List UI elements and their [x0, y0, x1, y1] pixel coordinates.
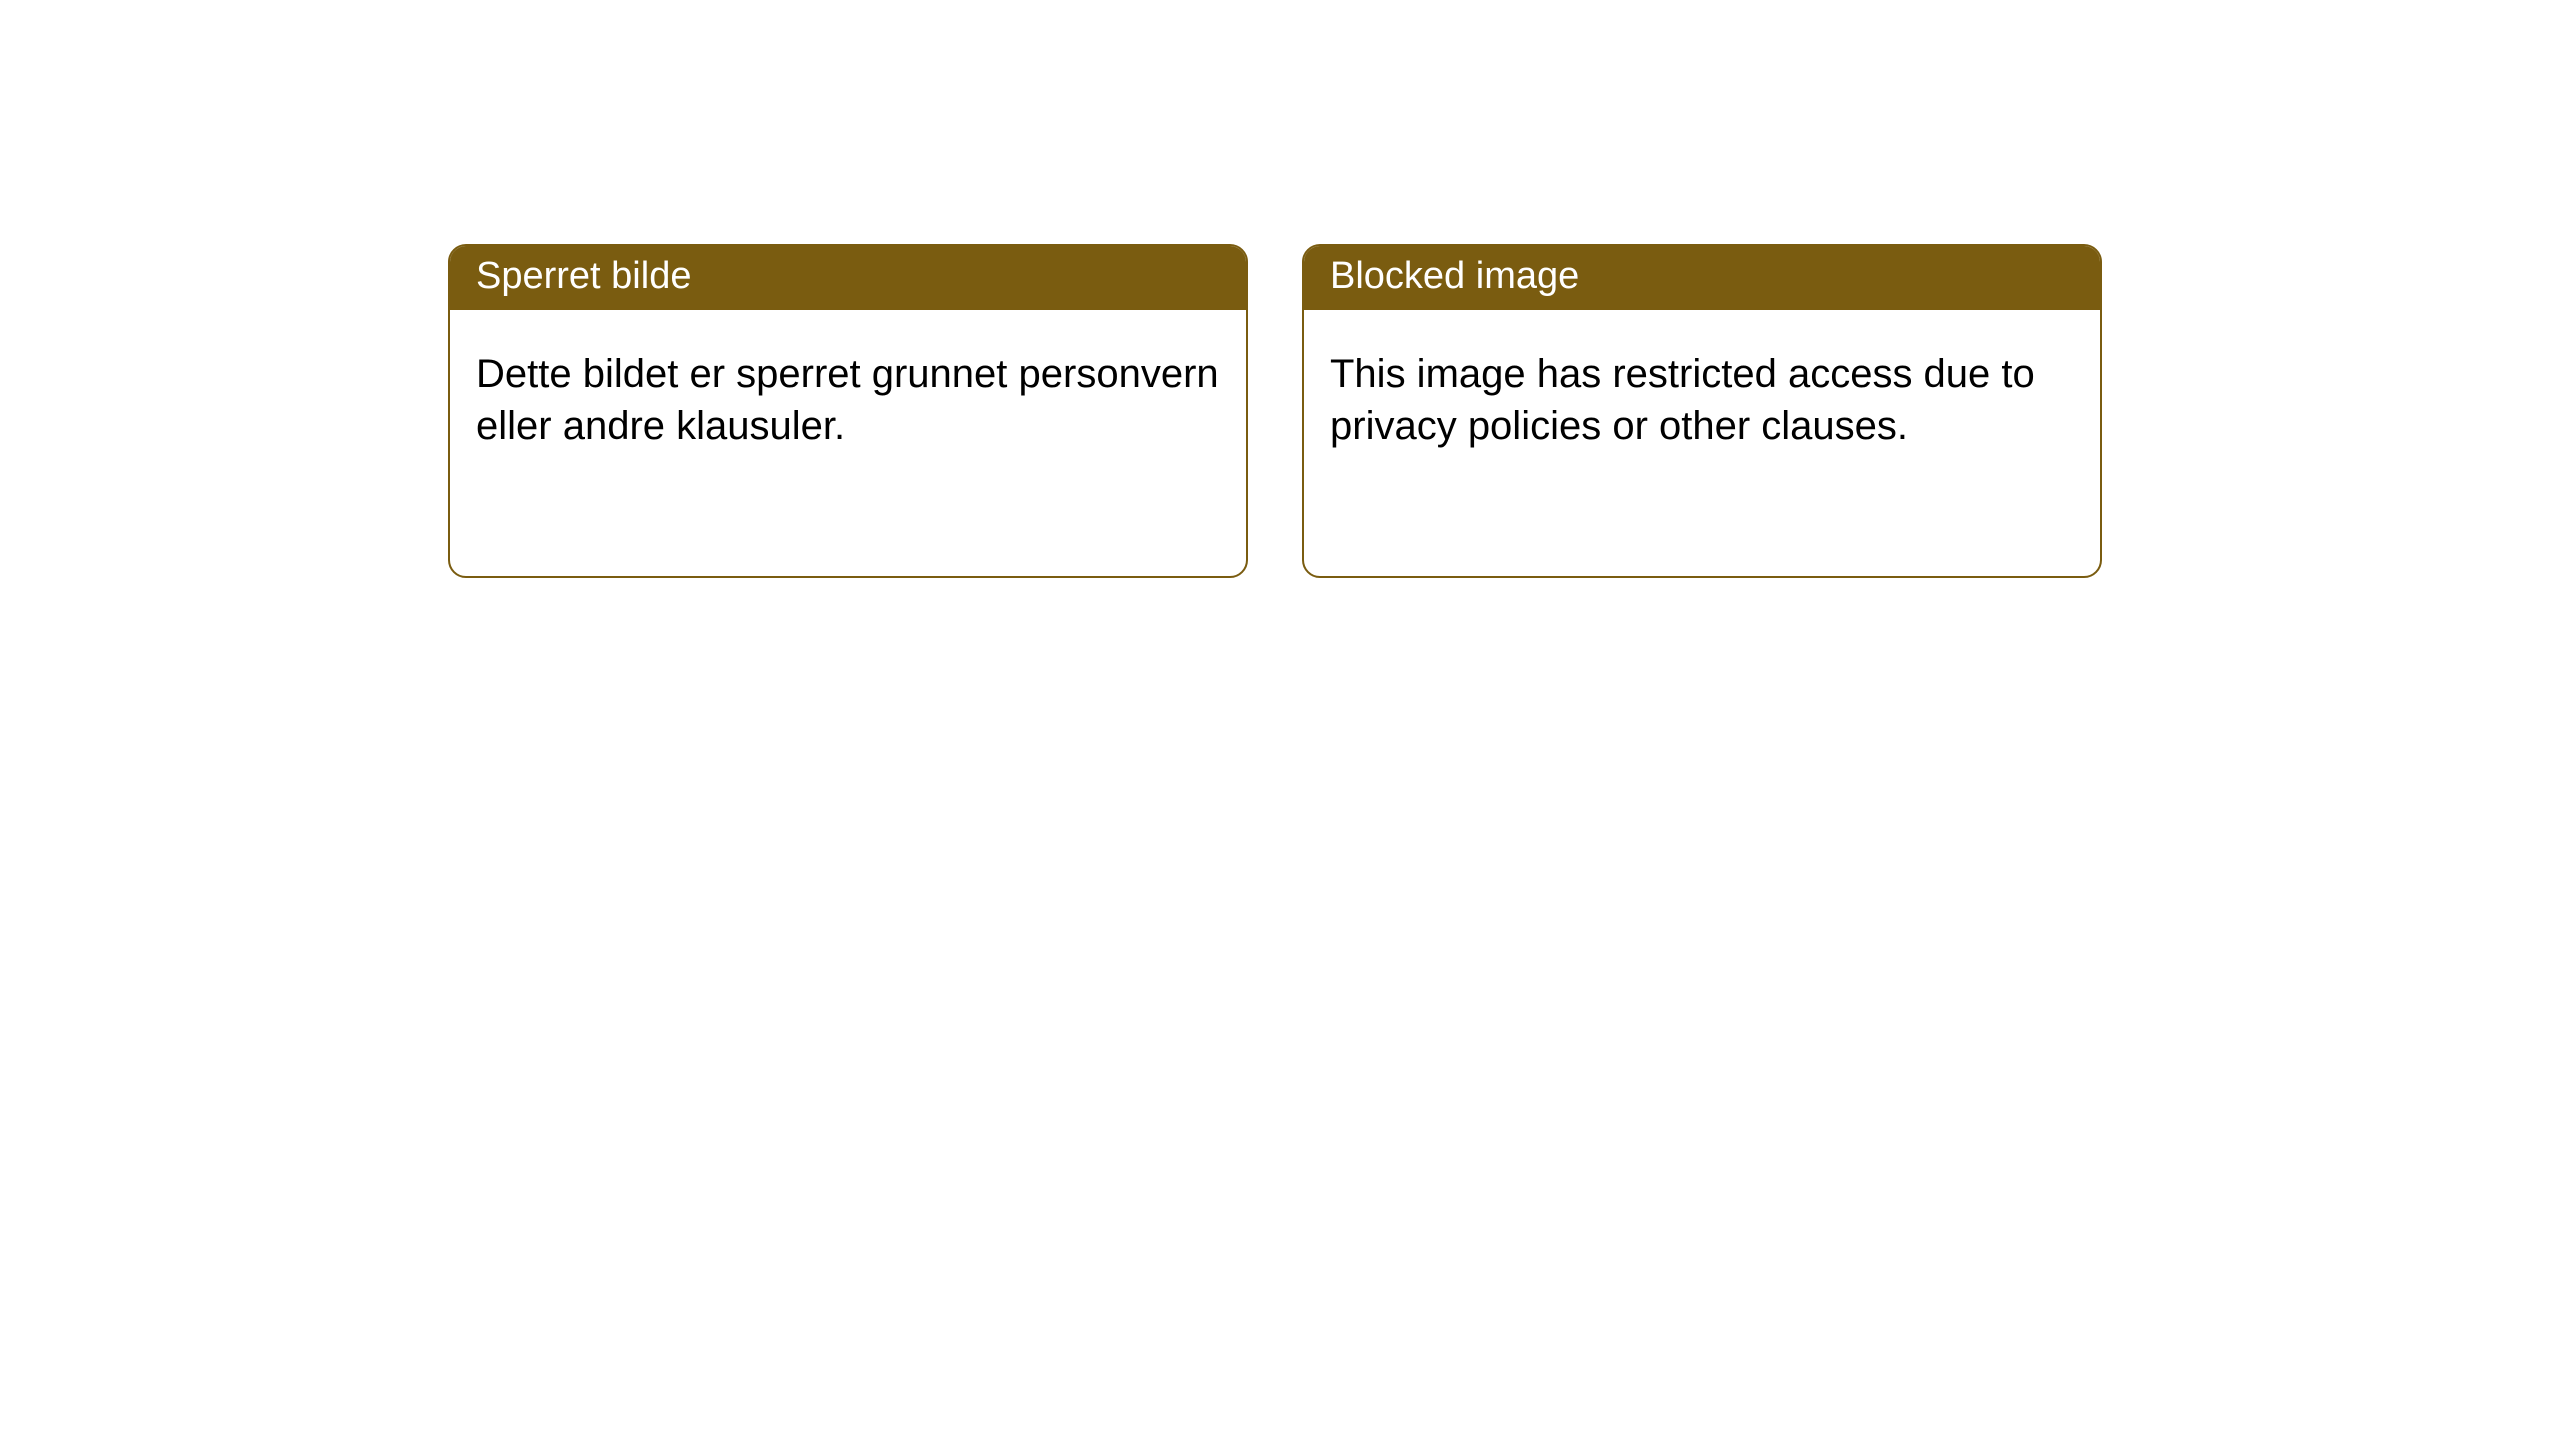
notice-container: Sperret bilde Dette bildet er sperret gr… — [0, 0, 2560, 578]
notice-card-no: Sperret bilde Dette bildet er sperret gr… — [448, 244, 1248, 578]
notice-card-en: Blocked image This image has restricted … — [1302, 244, 2102, 578]
notice-body-no: Dette bildet er sperret grunnet personve… — [450, 310, 1246, 472]
notice-body-en: This image has restricted access due to … — [1304, 310, 2100, 472]
notice-title-no: Sperret bilde — [450, 246, 1246, 310]
notice-title-en: Blocked image — [1304, 246, 2100, 310]
